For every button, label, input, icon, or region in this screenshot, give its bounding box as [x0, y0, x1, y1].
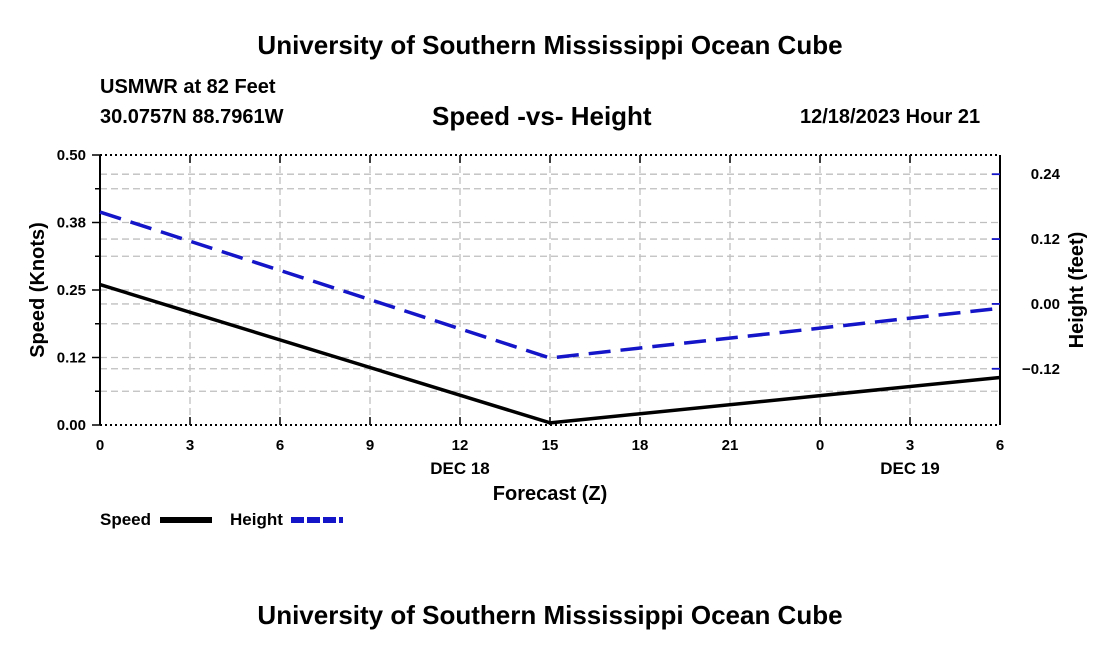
x-axis-title: Forecast (Z) [493, 483, 607, 505]
y-axis-title: Speed (Knots) [27, 222, 49, 358]
x-date-label: DEC 18 [430, 459, 490, 478]
y-tick-label: 0.12 [57, 350, 86, 367]
forecast-date: 12/18/2023 Hour 21 [800, 106, 981, 128]
y2-tick-label: 0.24 [1031, 166, 1061, 183]
legend-label-speed: Speed [100, 510, 151, 529]
y2-tick-label: −0.12 [1022, 361, 1060, 378]
x-tick-label: 6 [996, 437, 1004, 454]
x-tick-label: 12 [452, 437, 469, 454]
x-tick-label: 3 [186, 437, 194, 454]
station-coordinates: 30.0757N 88.7961W [100, 106, 284, 128]
series-line-speed [99, 282, 1001, 425]
footer-title: University of Southern Mississippi Ocean… [257, 600, 843, 630]
y-tick-label: 0.00 [57, 417, 86, 434]
y2-tick-label: 0.00 [1031, 296, 1060, 313]
x-tick-label: 3 [906, 437, 914, 454]
x-date-label: DEC 19 [880, 459, 940, 478]
x-tick-label: 18 [632, 437, 649, 454]
x-tick-label: 0 [816, 437, 824, 454]
y2-tick-label: 0.12 [1031, 231, 1060, 248]
y-tick-label: 0.25 [57, 282, 86, 299]
station-name: USMWR at 82 Feet [100, 76, 276, 98]
x-tick-label: 6 [276, 437, 284, 454]
series-line-height [99, 210, 1001, 360]
x-tick-label: 9 [366, 437, 374, 454]
legend-label-height: Height [230, 510, 283, 529]
y2-axis-title: Height (feet) [1066, 232, 1088, 349]
y-tick-label: 0.38 [57, 215, 86, 232]
x-tick-label: 21 [722, 437, 739, 454]
y-tick-label: 0.50 [57, 147, 86, 164]
x-tick-label: 0 [96, 437, 104, 454]
page-title: University of Southern Mississippi Ocean… [257, 30, 843, 60]
chart-title: Speed -vs- Height [432, 101, 652, 131]
x-tick-label: 15 [542, 437, 559, 454]
